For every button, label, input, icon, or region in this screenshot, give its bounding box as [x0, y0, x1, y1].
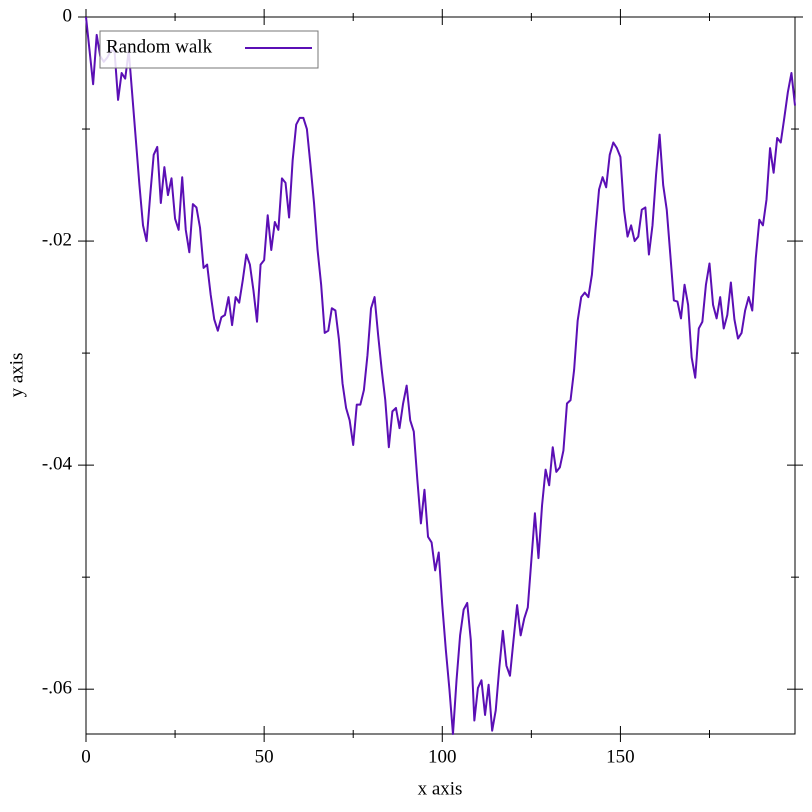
x-axis-label: x axis — [418, 778, 463, 799]
plot-frame — [85, 16, 796, 735]
y-axis-label: y axis — [6, 353, 27, 398]
y-tick-label: 0 — [63, 5, 73, 26]
series-line — [85, 16, 796, 735]
legend-label: Random walk — [106, 36, 213, 57]
x-tick-label: 0 — [81, 746, 91, 767]
legend-box — [99, 30, 319, 69]
x-tick-label: 50 — [255, 746, 274, 767]
y-tick-label: -.02 — [42, 229, 72, 250]
x-tick-label: 150 — [606, 746, 635, 767]
x-tick-label: 100 — [428, 746, 457, 767]
y-tick-label: -.04 — [42, 453, 73, 474]
y-tick-label: -.06 — [42, 678, 72, 699]
